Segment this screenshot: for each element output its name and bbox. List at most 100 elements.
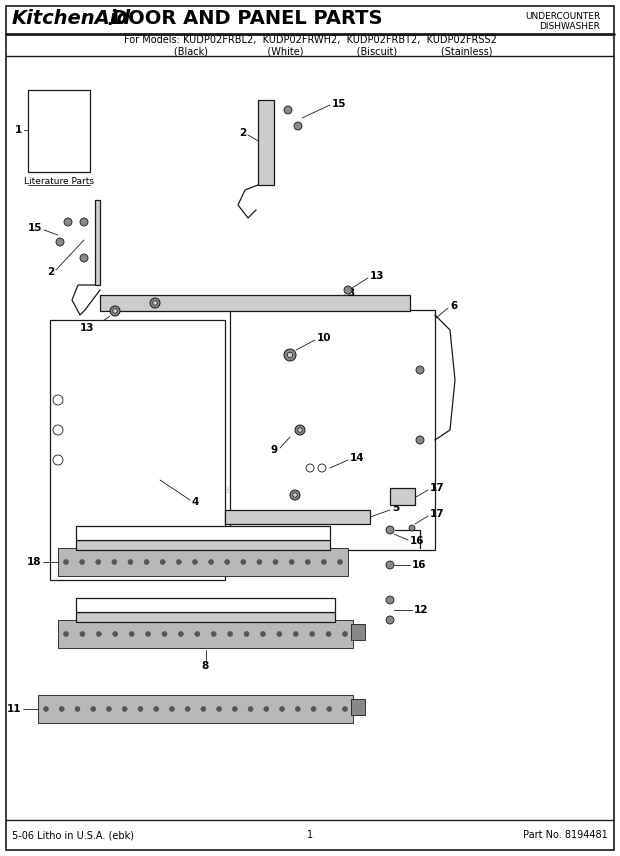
Circle shape <box>298 428 303 432</box>
Circle shape <box>110 306 120 316</box>
Circle shape <box>80 218 88 226</box>
Circle shape <box>284 349 296 361</box>
Circle shape <box>416 436 424 444</box>
Text: 2: 2 <box>239 128 246 138</box>
Circle shape <box>176 560 181 564</box>
Text: Part No. 8194481: Part No. 8194481 <box>523 830 608 840</box>
Circle shape <box>122 706 127 711</box>
Circle shape <box>386 596 394 604</box>
Circle shape <box>154 706 159 711</box>
Circle shape <box>311 706 316 711</box>
Text: UNDERCOUNTER: UNDERCOUNTER <box>525 11 600 21</box>
Circle shape <box>287 353 293 358</box>
Circle shape <box>289 560 294 564</box>
Text: eReplacementParts.com: eReplacementParts.com <box>226 483 394 497</box>
Circle shape <box>179 632 184 637</box>
Text: DISHWASHER: DISHWASHER <box>539 21 600 31</box>
Circle shape <box>309 632 315 637</box>
Circle shape <box>75 706 80 711</box>
Text: 9: 9 <box>271 445 278 455</box>
Text: 15: 15 <box>27 223 42 233</box>
Circle shape <box>129 632 134 637</box>
Text: 17: 17 <box>430 483 445 493</box>
Bar <box>351 624 365 640</box>
Circle shape <box>260 632 265 637</box>
Polygon shape <box>258 100 274 185</box>
Circle shape <box>232 706 237 711</box>
Bar <box>50 320 225 580</box>
Text: 3: 3 <box>347 288 354 298</box>
Circle shape <box>195 632 200 637</box>
Circle shape <box>107 706 112 711</box>
Circle shape <box>63 560 68 564</box>
Circle shape <box>79 560 84 564</box>
Circle shape <box>277 632 282 637</box>
Text: 13: 13 <box>370 271 384 281</box>
Text: 5: 5 <box>392 503 399 513</box>
Circle shape <box>208 560 213 564</box>
Circle shape <box>162 632 167 637</box>
Text: DOOR AND PANEL PARTS: DOOR AND PANEL PARTS <box>112 9 383 27</box>
Text: 6: 6 <box>450 301 458 311</box>
Circle shape <box>146 632 151 637</box>
Circle shape <box>318 464 326 472</box>
Bar <box>351 699 365 715</box>
Circle shape <box>295 706 300 711</box>
Circle shape <box>321 560 326 564</box>
Bar <box>230 310 435 550</box>
Text: 8: 8 <box>202 661 209 671</box>
Text: For Models: KUDP02FRBL2,  KUDP02FRWH2,  KUDP02FRBT2,  KUDP02FRSS2: For Models: KUDP02FRBL2, KUDP02FRWH2, KU… <box>123 35 497 45</box>
Circle shape <box>113 309 117 313</box>
Bar <box>38 695 353 723</box>
Circle shape <box>160 560 165 564</box>
Circle shape <box>244 632 249 637</box>
Text: 18: 18 <box>27 557 41 567</box>
Circle shape <box>96 632 101 637</box>
Circle shape <box>53 395 63 405</box>
Circle shape <box>113 632 118 637</box>
Circle shape <box>56 238 64 246</box>
Circle shape <box>342 706 347 711</box>
Bar <box>100 295 410 311</box>
Circle shape <box>342 632 347 637</box>
Circle shape <box>150 298 160 308</box>
Circle shape <box>224 560 229 564</box>
Circle shape <box>337 560 342 564</box>
Circle shape <box>112 560 117 564</box>
Circle shape <box>91 706 95 711</box>
Bar <box>225 510 370 524</box>
Bar <box>58 548 348 576</box>
Circle shape <box>294 122 302 130</box>
Circle shape <box>409 525 415 531</box>
Circle shape <box>248 706 253 711</box>
Text: 12: 12 <box>414 605 428 615</box>
Text: 1: 1 <box>15 125 22 135</box>
Circle shape <box>80 632 85 637</box>
Circle shape <box>273 560 278 564</box>
Circle shape <box>295 425 305 435</box>
Text: 10: 10 <box>317 333 332 343</box>
Polygon shape <box>390 488 415 505</box>
Text: 15: 15 <box>332 99 347 109</box>
Circle shape <box>192 560 197 564</box>
Circle shape <box>228 632 232 637</box>
Circle shape <box>293 632 298 637</box>
Circle shape <box>293 493 297 497</box>
Circle shape <box>241 560 246 564</box>
Circle shape <box>306 464 314 472</box>
Circle shape <box>128 560 133 564</box>
Text: 16: 16 <box>410 536 425 546</box>
Circle shape <box>95 560 100 564</box>
Text: 14: 14 <box>350 453 365 463</box>
Circle shape <box>264 706 269 711</box>
Circle shape <box>386 526 394 534</box>
Circle shape <box>138 706 143 711</box>
Text: 13: 13 <box>79 323 94 333</box>
Circle shape <box>53 425 63 435</box>
Bar <box>76 612 335 622</box>
Text: 17: 17 <box>430 509 445 519</box>
Text: .: . <box>106 11 112 29</box>
Text: Literature Parts: Literature Parts <box>24 177 94 186</box>
Circle shape <box>43 706 48 711</box>
Circle shape <box>386 616 394 624</box>
